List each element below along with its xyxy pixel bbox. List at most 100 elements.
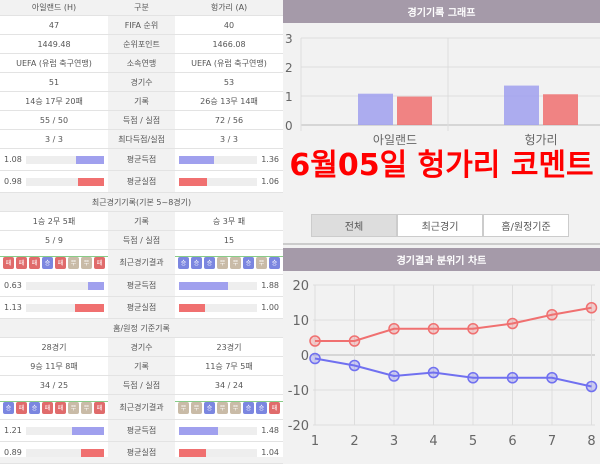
tab-all[interactable]: 전체 <box>311 214 397 237</box>
row-label: 경기수 <box>108 73 175 91</box>
bar-track <box>179 448 258 457</box>
comparison-table: 아일랜드 (H) 구분 헝가리 (A) 47 FIFA 순위 40 1449.48 순위포인트… <box>0 0 283 464</box>
bar-fill <box>75 155 104 164</box>
result-tile: 승 <box>204 256 215 269</box>
bar <box>397 96 432 125</box>
result-tile: 무 <box>256 256 267 269</box>
y-tick-label: 20 <box>292 279 309 294</box>
away-value: 3 / 3 <box>220 134 238 144</box>
row-label: 최다득점/실점 <box>108 130 175 148</box>
row-label: 기록 <box>108 212 175 230</box>
x-tick-label: 4 <box>429 434 437 449</box>
result-tile: 패 <box>55 256 66 269</box>
row-label: 기록 <box>108 357 175 375</box>
table-row: 51 경기수 53 <box>0 73 283 92</box>
away-value: 26승 13무 14패 <box>200 96 258 106</box>
home-value: 28경기 <box>41 342 67 352</box>
results-row: 승 패 승 패 패 무 무 패 최근경기결과 무 무 승 무 무 승 승 패 <box>0 395 283 420</box>
bar-fill <box>179 303 206 312</box>
y-tick-label: 2 <box>285 61 293 75</box>
bar-track <box>25 448 104 457</box>
row-label: 득점 / 실점 <box>108 111 175 129</box>
home-value: 0.98 <box>4 177 22 186</box>
row-label: 평균득점 <box>108 420 175 441</box>
home-bar: 0.98 <box>0 177 108 186</box>
data-point <box>506 372 519 384</box>
result-tile: 무 <box>68 401 79 414</box>
data-point <box>467 372 479 384</box>
tabs: 전체 최근경기 홈/원정기준 <box>311 214 569 237</box>
section-title: 홈/원정 기준기록 <box>0 319 283 338</box>
home-bar: 1.13 <box>0 303 108 312</box>
bar-fill <box>78 177 104 186</box>
home-value: 14승 17무 20패 <box>25 96 83 106</box>
bar-track <box>179 281 258 290</box>
x-tick-label: 7 <box>548 434 556 449</box>
result-tile: 승 <box>3 401 14 414</box>
away-value: 1.48 <box>261 426 279 435</box>
bar-track <box>179 303 258 312</box>
bar-fill <box>179 448 207 457</box>
tab-homeaway[interactable]: 홈/원정기준 <box>483 214 569 237</box>
table-row: 1승 2무 5패 기록 승 3무 패 <box>0 212 283 231</box>
bar-fill <box>179 177 207 186</box>
away-bar: 1.36 <box>175 155 283 164</box>
table-row: 47 FIFA 순위 40 <box>0 16 283 35</box>
home-value: 아일랜드 (H) <box>31 3 77 12</box>
result-tile: 무 <box>230 256 241 269</box>
home-value: 1.08 <box>4 155 22 164</box>
bar-fill <box>87 281 104 290</box>
divider <box>283 243 600 245</box>
section-title: 최근경기기록(기본 5~8경기) <box>0 193 283 212</box>
row-label: 평균실점 <box>108 442 175 463</box>
result-tile: 패 <box>94 256 105 269</box>
bar-fill <box>179 155 215 164</box>
y-tick-label: 0 <box>285 119 293 133</box>
x-tick-label: 5 <box>469 434 477 449</box>
bar-track <box>25 303 104 312</box>
avg-row: 1.08 평균득점 1.36 <box>0 149 283 171</box>
away-value: 34 / 24 <box>214 380 244 390</box>
result-tile: 무 <box>68 256 79 269</box>
row-label: 최근경기결과 <box>108 250 175 274</box>
away-value: UEFA (유럽 축구연맹) <box>191 58 267 68</box>
y-tick-label: 3 <box>285 32 293 46</box>
result-tile: 패 <box>29 256 40 269</box>
result-tile: 승 <box>178 256 189 269</box>
away-value: 1.00 <box>261 303 279 312</box>
result-tile: 승 <box>29 401 40 414</box>
result-tile: 패 <box>55 401 66 414</box>
result-tile: 패 <box>16 256 27 269</box>
result-tile: 승 <box>191 256 202 269</box>
away-bar: 1.06 <box>175 177 283 186</box>
row-label: 기록 <box>108 92 175 110</box>
x-tick-label: 3 <box>390 434 398 449</box>
results-row: 패 패 패 승 패 무 무 패 최근경기결과 승 승 승 무 무 승 무 승 <box>0 250 283 275</box>
home-value: 34 / 25 <box>39 380 69 390</box>
bar-fill <box>72 426 104 435</box>
result-tile: 승 <box>256 401 267 414</box>
data-point <box>388 370 400 382</box>
home-bar: 0.89 <box>0 448 108 457</box>
result-tile: 무 <box>217 401 228 414</box>
avg-row: 0.63 평균득점 1.88 <box>0 275 283 297</box>
row-label: 평균실점 <box>108 297 175 318</box>
home-value: 0.89 <box>4 448 22 457</box>
avg-row: 0.98 평균실점 1.06 <box>0 171 283 193</box>
tab-recent[interactable]: 최근경기 <box>397 214 483 237</box>
result-tile: 승 <box>42 256 53 269</box>
bar <box>358 93 393 125</box>
avg-row: 1.13 평균실점 1.00 <box>0 297 283 319</box>
home-value: 55 / 50 <box>39 115 69 125</box>
away-value: 승 3무 패 <box>212 216 246 226</box>
right-panel: 경기기록 그래프 0 1 2 3 아일랜드 헝가리 6월05일 헝가리 코멘트 전체 최근… <box>283 0 600 457</box>
x-tick-label: 1 <box>311 434 319 449</box>
row-label: FIFA 순위 <box>108 16 175 34</box>
away-value: 1.06 <box>261 177 279 186</box>
data-point <box>388 323 400 335</box>
bar-track <box>25 155 104 164</box>
result-tile: 무 <box>230 401 241 414</box>
